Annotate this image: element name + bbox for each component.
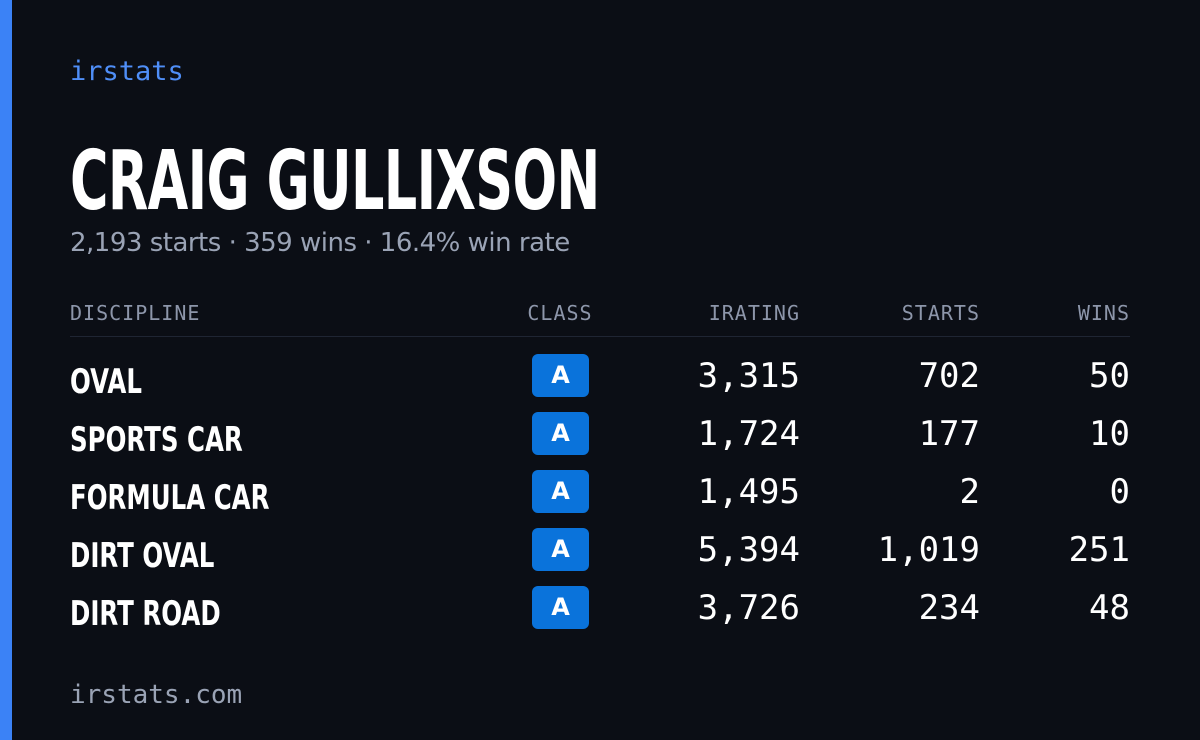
- irating: 3,726: [697, 588, 800, 628]
- irating: 3,315: [697, 356, 800, 396]
- wins: 251: [1068, 530, 1130, 570]
- column-header: CLASS: [527, 301, 593, 325]
- accent-bar: [0, 0, 12, 740]
- column-header: IRATING: [708, 301, 800, 325]
- driver-summary: 2,193 starts · 359 wins · 16.4% win rate: [70, 228, 570, 258]
- header-rule: [70, 336, 1130, 337]
- class-badge: A: [532, 470, 589, 513]
- starts: 1,019: [877, 530, 980, 570]
- class-badge: A: [532, 412, 589, 455]
- discipline: DIRT OVAL: [70, 536, 215, 576]
- wins: 10: [1089, 414, 1130, 454]
- starts: 234: [918, 588, 980, 628]
- column-header: DISCIPLINE: [70, 301, 201, 325]
- irating: 1,724: [697, 414, 800, 454]
- wins: 48: [1089, 588, 1130, 628]
- wins: 0: [1109, 472, 1130, 512]
- irating: 5,394: [697, 530, 800, 570]
- irating: 1,495: [697, 472, 800, 512]
- starts: 2: [959, 472, 980, 512]
- starts: 702: [918, 356, 980, 396]
- class-badge: A: [532, 528, 589, 571]
- column-header: WINS: [1077, 301, 1130, 325]
- wins: 50: [1089, 356, 1130, 396]
- class-badge: A: [532, 354, 589, 397]
- driver-name: CRAIG GULLIXSON: [70, 134, 600, 229]
- discipline: DIRT ROAD: [70, 594, 221, 634]
- discipline: FORMULA CAR: [70, 478, 270, 518]
- class-badge: A: [532, 586, 589, 629]
- discipline: OVAL: [70, 362, 142, 402]
- brand: irstats: [70, 56, 184, 87]
- footer: irstats.com: [70, 680, 243, 710]
- starts: 177: [918, 414, 980, 454]
- column-header: STARTS: [901, 301, 980, 325]
- discipline: SPORTS CAR: [70, 420, 243, 460]
